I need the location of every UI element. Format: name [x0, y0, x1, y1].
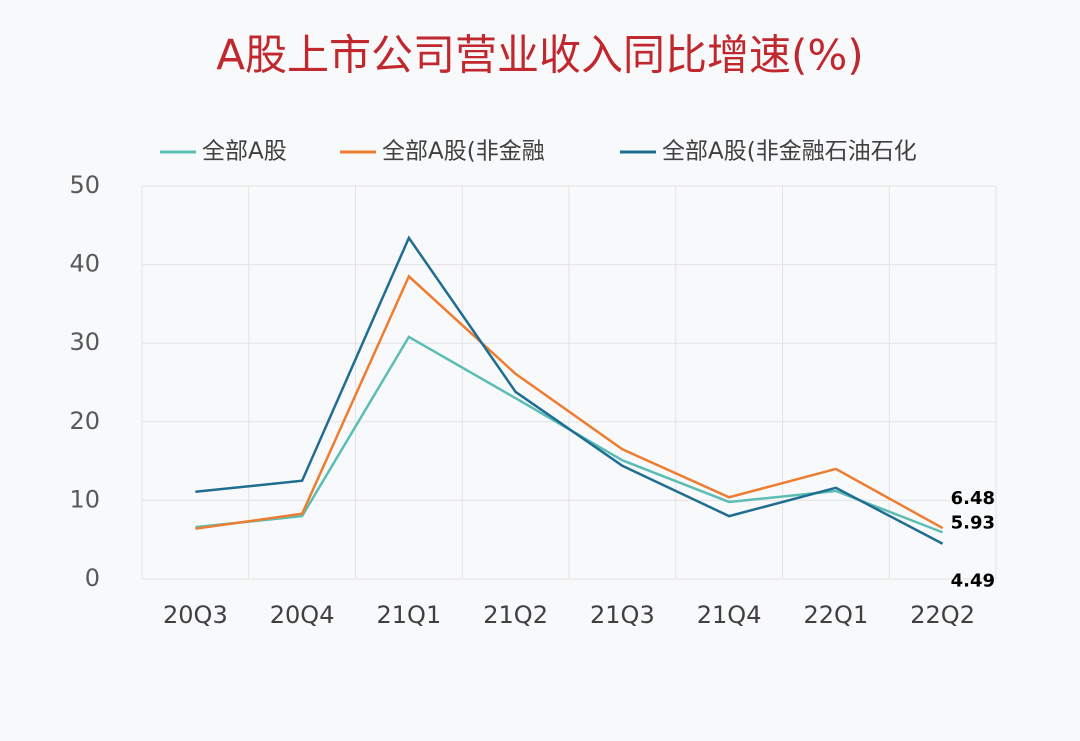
x-tick-label: 22Q2 — [910, 601, 975, 629]
y-tick-label: 0 — [85, 564, 100, 592]
y-tick-label: 10 — [69, 485, 100, 513]
chart-title: A股上市公司营业收入同比增速(%) — [216, 31, 863, 80]
x-tick-label: 22Q1 — [804, 601, 869, 629]
legend-label: 全部A股 — [202, 139, 287, 165]
x-tick-label: 21Q4 — [697, 601, 762, 629]
x-tick-label: 21Q2 — [483, 601, 548, 629]
line-series — [195, 235, 944, 545]
x-tick-label: 21Q1 — [377, 601, 442, 629]
value-label: 5.93 — [951, 512, 995, 533]
x-tick-label: 21Q3 — [590, 601, 655, 629]
line-series — [195, 274, 944, 530]
value-label: 6.48 — [951, 488, 995, 509]
y-tick-label: 30 — [69, 328, 100, 356]
x-tick-label: 20Q4 — [270, 601, 335, 629]
value-label: 4.49 — [951, 571, 995, 592]
legend-label: 全部A股(非金融 — [382, 139, 545, 165]
x-tick-label: 20Q3 — [163, 601, 228, 629]
y-tick-label: 50 — [69, 171, 100, 199]
legend-label: 全部A股(非金融石油石化 — [662, 139, 917, 165]
y-tick-label: 40 — [69, 250, 100, 278]
y-tick-label: 20 — [69, 407, 100, 435]
